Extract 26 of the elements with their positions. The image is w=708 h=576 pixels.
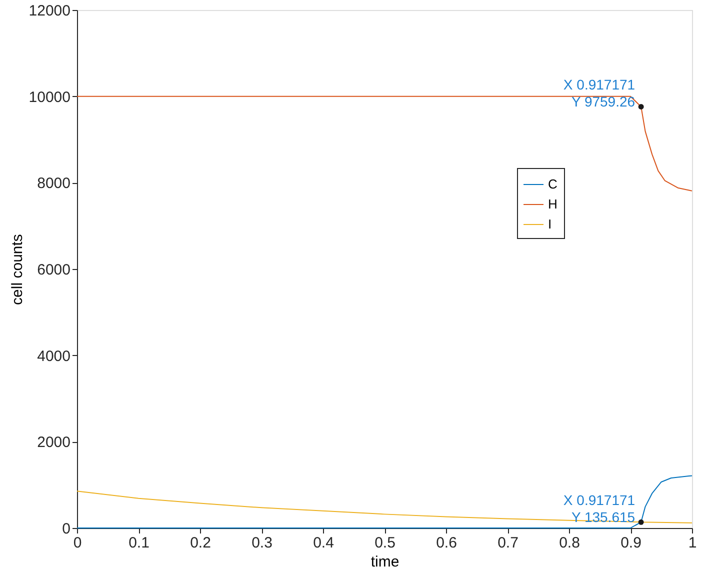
legend-label: C bbox=[548, 176, 558, 192]
x-tick-label: 0.5 bbox=[374, 534, 396, 552]
y-tick-label: 10000 bbox=[28, 88, 70, 106]
x-tick-label: 0.7 bbox=[498, 534, 518, 552]
y-tick-label: 4000 bbox=[37, 348, 70, 365]
y-tick-label: 6000 bbox=[37, 262, 70, 278]
line-series bbox=[76, 490, 692, 524]
legend-label: H bbox=[548, 196, 558, 212]
x-tick-label: 0.4 bbox=[313, 534, 334, 552]
x-tick-label: 0.6 bbox=[436, 534, 457, 552]
y-tick-label: 2000 bbox=[37, 434, 70, 452]
y-axis-title: cell counts bbox=[8, 234, 26, 305]
x-tick-label: 1 bbox=[688, 534, 697, 552]
legend-label: I bbox=[548, 216, 552, 232]
y-tick-label: 0 bbox=[62, 520, 70, 538]
line-series bbox=[76, 96, 692, 192]
x-axis-title: time bbox=[370, 554, 400, 570]
x-tick-label: 0 bbox=[73, 534, 82, 552]
annotation: X 0.917171 Y 9759.26 bbox=[563, 76, 636, 110]
x-tick-label: 0.3 bbox=[252, 534, 272, 552]
x-tick-label: 0.2 bbox=[190, 534, 211, 552]
x-tick-label: 0.8 bbox=[559, 534, 580, 552]
x-tick-label: 0.9 bbox=[620, 534, 642, 552]
x-tick-label: 0.1 bbox=[128, 534, 150, 552]
y-tick-label: 8000 bbox=[37, 175, 70, 192]
y-tick-label: 12000 bbox=[28, 2, 70, 20]
